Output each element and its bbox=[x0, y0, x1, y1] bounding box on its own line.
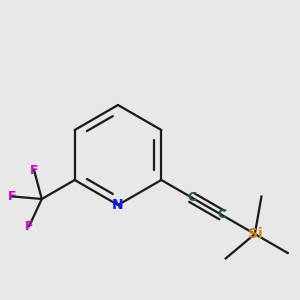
Text: C: C bbox=[218, 208, 226, 221]
Text: F: F bbox=[30, 164, 38, 176]
Text: C: C bbox=[187, 191, 196, 204]
Text: F: F bbox=[25, 220, 33, 233]
Text: F: F bbox=[8, 190, 16, 203]
Text: Si: Si bbox=[248, 227, 262, 241]
Text: N: N bbox=[112, 198, 124, 212]
